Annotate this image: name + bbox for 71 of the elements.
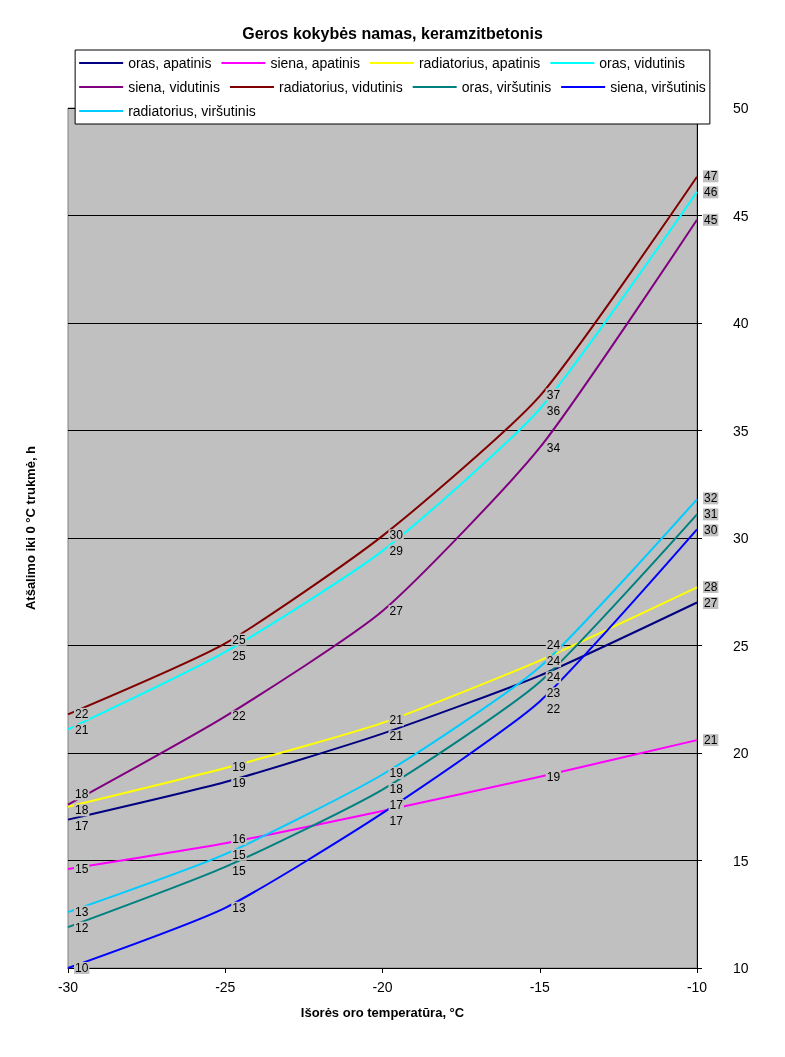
- legend-label: oras, vidutinis: [599, 55, 685, 71]
- data-label: 47: [704, 169, 718, 184]
- data-label: 24: [546, 670, 561, 685]
- x-tick-label: -10: [686, 979, 708, 995]
- x-tick-label: -20: [372, 979, 393, 995]
- data-label: 19: [232, 760, 246, 775]
- data-label: 37: [546, 387, 561, 402]
- y-tick-label: 35: [733, 422, 749, 439]
- y-tick-label: 50: [733, 100, 749, 116]
- data-label: 34: [546, 440, 561, 455]
- data-label: 19: [389, 766, 404, 781]
- chart-title: Geros kokybės namas, keramzitbetonis: [242, 24, 543, 42]
- data-label: 21: [389, 713, 404, 728]
- y-tick-label: 45: [733, 207, 749, 224]
- data-label: 25: [232, 648, 246, 663]
- legend-label: radiatorius, viršutinis: [128, 103, 256, 119]
- data-label: 22: [75, 706, 89, 721]
- data-label: 12: [75, 920, 89, 935]
- data-label: 28: [704, 579, 718, 594]
- y-tick-label: 15: [733, 852, 749, 869]
- data-label: 29: [389, 544, 404, 559]
- data-label: 25: [232, 632, 246, 647]
- data-label: 21: [704, 733, 718, 748]
- data-label: 21: [389, 729, 404, 744]
- data-label: 18: [75, 787, 89, 802]
- data-label: 21: [75, 722, 89, 737]
- data-label: 15: [232, 847, 246, 862]
- x-axis-title: Išorės oro temperatūra, °C: [300, 1005, 465, 1020]
- legend-label: oras, viršutinis: [461, 79, 552, 95]
- legend-label: siena, apatinis: [270, 55, 360, 71]
- legend-label: oras, apatinis: [128, 55, 212, 71]
- data-label: 19: [232, 776, 246, 791]
- data-label: 13: [75, 904, 89, 919]
- legend-label: radiatorius, vidutinis: [278, 79, 403, 95]
- data-label: 17: [389, 798, 404, 813]
- y-tick-label: 10: [733, 960, 749, 976]
- data-label: 32: [704, 491, 718, 506]
- data-label: 27: [704, 595, 718, 610]
- data-label: 19: [546, 769, 561, 784]
- data-label: 16: [232, 831, 246, 846]
- data-label: 13: [232, 900, 246, 915]
- legend-label: siena, vidutinis: [128, 79, 220, 95]
- data-label: 17: [75, 819, 89, 834]
- y-tick-label: 40: [733, 315, 749, 331]
- x-tick-label: -15: [529, 979, 551, 995]
- data-label: 30: [704, 523, 718, 538]
- data-label: 23: [546, 686, 561, 701]
- x-tick-label: -25: [215, 979, 236, 995]
- data-label: 45: [704, 212, 718, 227]
- data-label: 18: [389, 782, 404, 797]
- data-label: 18: [75, 803, 89, 818]
- data-label: 36: [546, 403, 561, 418]
- y-tick-label: 25: [733, 637, 749, 654]
- y-tick-label: 20: [733, 745, 749, 761]
- data-label: 17: [389, 814, 404, 829]
- data-label: 15: [75, 862, 89, 877]
- legend-label: siena, viršutinis: [610, 79, 706, 95]
- data-label: 22: [546, 702, 561, 717]
- data-label: 27: [389, 604, 404, 619]
- x-tick-label: -30: [57, 979, 79, 995]
- data-label: 31: [704, 507, 718, 522]
- data-label: 24: [546, 638, 561, 653]
- y-axis-title: Atšalimo iki 0 °C trukmė, h: [23, 445, 38, 611]
- data-label: 30: [389, 528, 404, 543]
- data-label: 22: [232, 709, 246, 724]
- data-label: 46: [704, 185, 718, 200]
- y-tick-label: 30: [733, 530, 749, 546]
- data-label: 10: [75, 961, 89, 975]
- data-label: 15: [232, 863, 246, 878]
- legend-label: radiatorius, apatinis: [418, 55, 541, 71]
- data-label: 24: [546, 654, 561, 669]
